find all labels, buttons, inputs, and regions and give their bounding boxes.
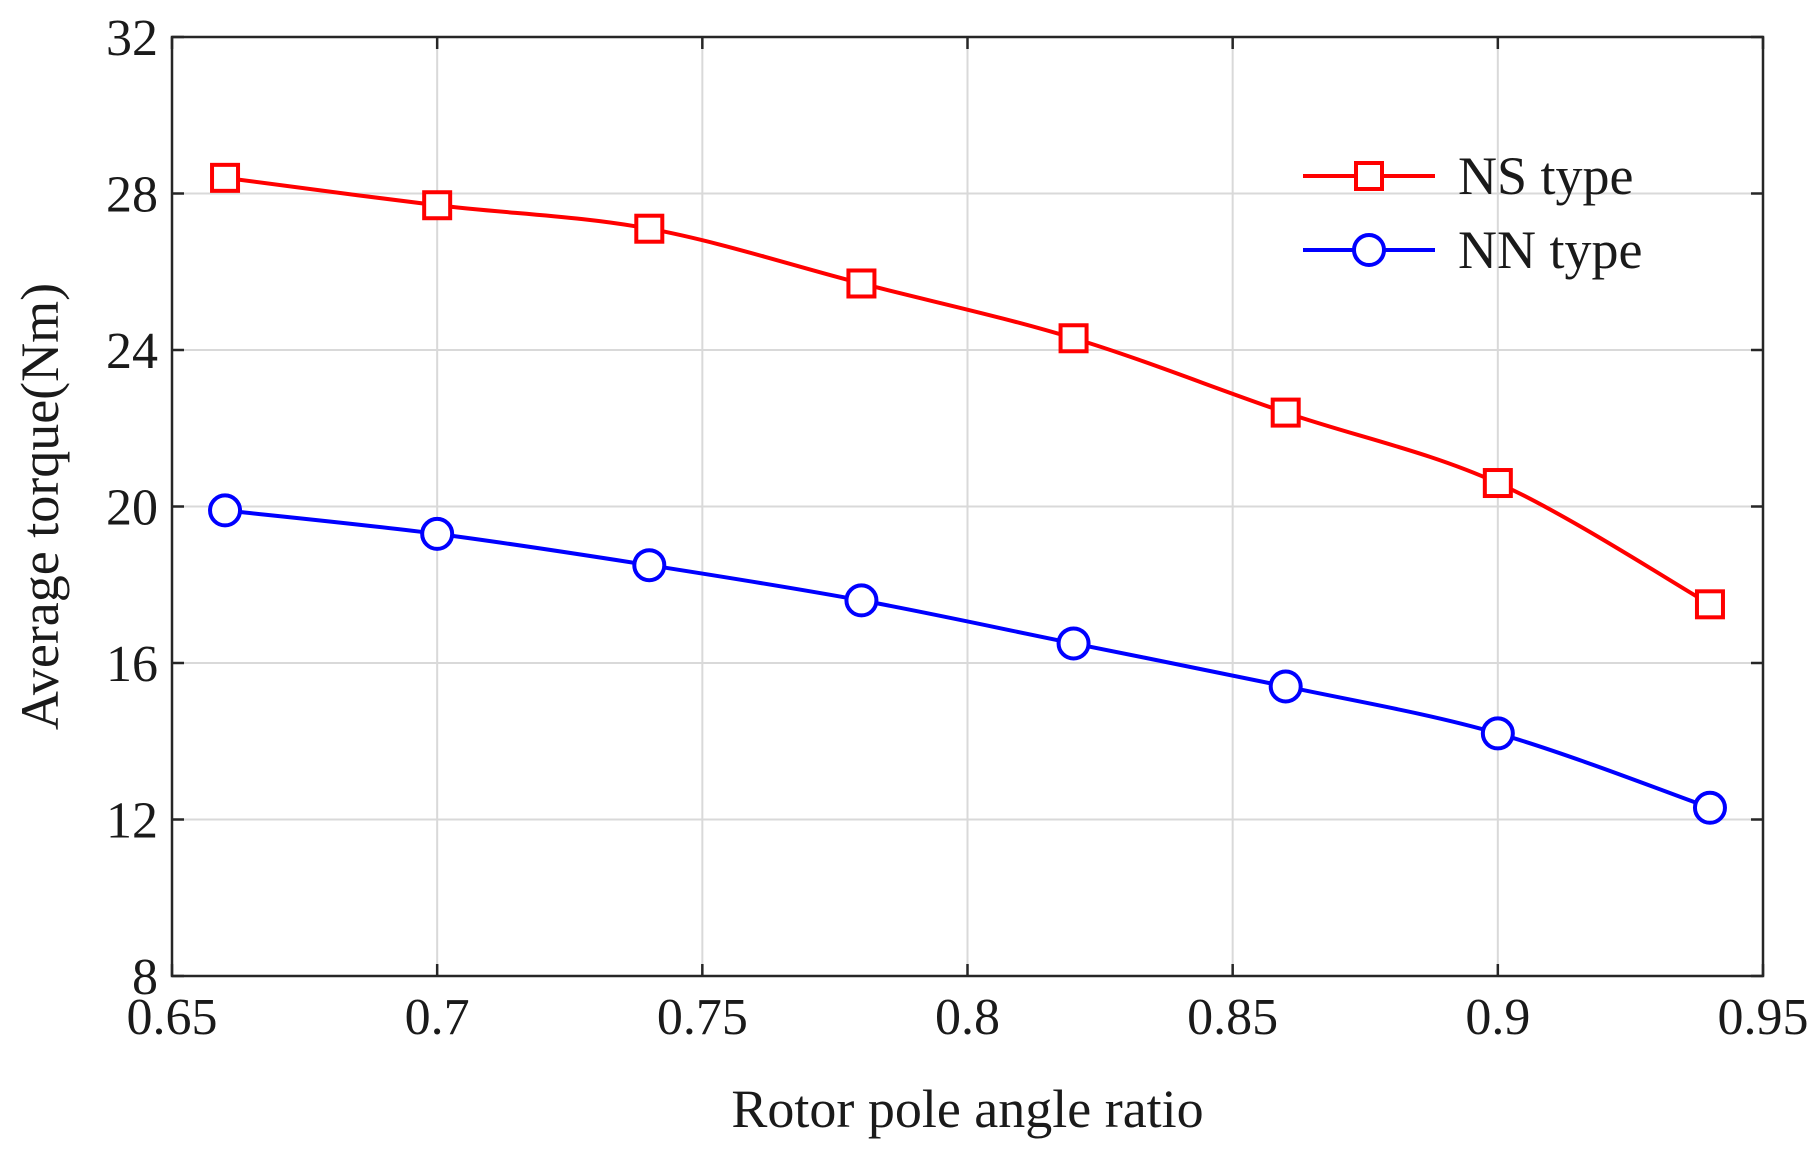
data-point-nn-type	[1480, 716, 1515, 751]
x-tick-label: 0.75	[657, 989, 748, 1046]
legend-label-ns-type: NS type	[1458, 146, 1634, 206]
data-point-ns-type	[1694, 589, 1725, 620]
data-point-nn-type	[208, 493, 243, 528]
legend-marker-nn-type	[1352, 233, 1386, 267]
y-tick-label: 12	[106, 793, 158, 850]
grid-layer	[172, 37, 1763, 976]
y-tick-label: 16	[106, 636, 158, 693]
series-nn-type	[208, 493, 1727, 825]
series-ns-type	[210, 162, 1725, 620]
y-tick-label: 20	[106, 480, 158, 537]
data-point-ns-type	[1482, 468, 1513, 499]
legend-label-nn-type: NN type	[1458, 220, 1642, 280]
x-tick-label: 0.9	[1465, 989, 1530, 1046]
legend-entry-ns-type: NS type	[1303, 146, 1634, 206]
data-point-ns-type	[846, 268, 877, 299]
tick-layer: 0.65 0.7 0.75 0.8 0.85 0.9 0.95 8 12 16 20 24 28 32	[106, 10, 1809, 1046]
data-point-nn-type	[1268, 669, 1303, 704]
data-point-ns-type	[422, 190, 453, 221]
y-tick-label: 8	[132, 949, 158, 1006]
x-tick-label: 0.85	[1187, 989, 1278, 1046]
x-tick-label: 0.7	[405, 989, 470, 1046]
data-point-nn-type	[1056, 626, 1091, 661]
data-point-ns-type	[1058, 323, 1089, 354]
series-layer	[208, 162, 1727, 825]
legend-marker-ns-type	[1354, 161, 1384, 191]
x-tick-label: 0.8	[935, 989, 1000, 1046]
x-axis-label: Rotor pole angle ratio	[731, 1079, 1203, 1139]
data-point-nn-type	[632, 548, 667, 583]
data-point-ns-type	[210, 162, 241, 193]
legend-entry-nn-type: NN type	[1303, 220, 1642, 280]
y-tick-label: 28	[106, 167, 158, 224]
data-point-ns-type	[1270, 397, 1301, 428]
data-point-ns-type	[634, 213, 665, 244]
legend: NS type NN type	[1303, 146, 1642, 280]
x-tick-label: 0.65	[127, 989, 218, 1046]
x-tick-label: 0.95	[1718, 989, 1809, 1046]
y-tick-label: 24	[106, 323, 158, 380]
data-point-nn-type	[1692, 790, 1727, 825]
y-tick-label: 32	[106, 10, 158, 67]
data-point-nn-type	[420, 516, 455, 551]
series-line-nn-type	[224, 508, 1711, 810]
data-point-nn-type	[844, 583, 879, 618]
y-axis-label: Average torque(Nm)	[10, 283, 70, 730]
